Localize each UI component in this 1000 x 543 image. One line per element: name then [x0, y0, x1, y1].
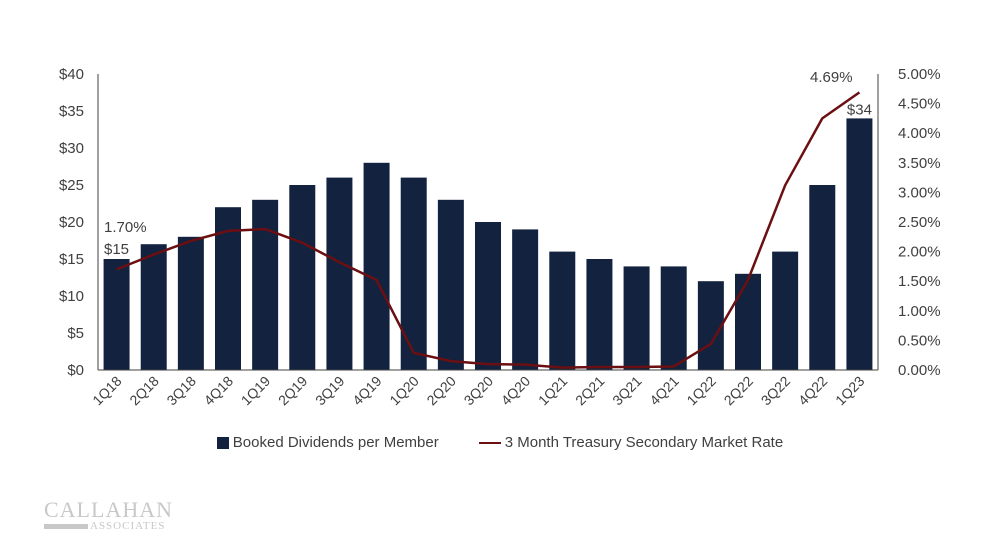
x-tick-label: 4Q18 — [201, 373, 237, 409]
bar-2Q20 — [437, 199, 464, 370]
legend: Booked Dividends per Member 3 Month Trea… — [0, 434, 1000, 451]
bar-2Q22 — [735, 273, 761, 370]
x-tick-label: 2Q19 — [275, 373, 311, 409]
right-tick-label: 2.00% — [898, 244, 941, 261]
legend-item-treasury: 3 Month Treasury Secondary Market Rate — [478, 434, 784, 451]
x-tick-label: 3Q21 — [609, 373, 645, 409]
legend-label: 3 Month Treasury Secondary Market Rate — [504, 434, 784, 451]
bar-1Q22 — [697, 281, 724, 370]
left-tick-label: $25 — [59, 177, 84, 194]
x-tick-label: 1Q20 — [386, 373, 422, 409]
left-tick-label: $5 — [67, 325, 84, 342]
last-bar-label: $34 — [847, 101, 872, 118]
x-tick-label: 1Q19 — [238, 373, 274, 409]
x-tick-label: 3Q18 — [163, 373, 199, 409]
bar-3Q18 — [177, 236, 204, 370]
bar-3Q21 — [623, 266, 650, 370]
bar-4Q20 — [512, 229, 539, 370]
x-tick-label: 4Q20 — [498, 373, 534, 409]
legend-swatch-line — [478, 441, 501, 444]
bar-3Q19 — [326, 177, 353, 370]
right-tick-label: 1.00% — [898, 303, 941, 320]
bar-4Q19 — [363, 162, 390, 370]
right-tick-label: 3.50% — [898, 155, 941, 172]
left-tick-label: $35 — [59, 103, 84, 120]
left-tick-label: $20 — [59, 214, 84, 231]
chart: $0 $5 $10 $15 $20 $25 $30 $35 $40 0.00% 0.50% 1.00%… — [59, 66, 941, 409]
x-tick-label: 1Q22 — [683, 373, 719, 409]
right-tick-label: 4.00% — [898, 125, 941, 142]
bar-1Q21 — [549, 251, 576, 370]
bar-3Q20 — [475, 222, 501, 370]
legend-item-dividends: Booked Dividends per Member — [216, 434, 439, 451]
left-tick-label: $0 — [67, 362, 84, 379]
last-rate-label: 4.69% — [810, 69, 853, 86]
bar-4Q22 — [809, 185, 836, 370]
bar-1Q23 — [846, 118, 873, 371]
x-tick-label: 3Q20 — [461, 373, 497, 409]
bar-4Q21 — [660, 266, 687, 370]
bar-1Q19 — [252, 199, 279, 370]
x-tick-label: 1Q21 — [535, 373, 571, 409]
right-tick-label: 5.00% — [898, 66, 941, 83]
x-tick-label: 3Q19 — [312, 373, 348, 409]
right-tick-label: 3.00% — [898, 184, 941, 201]
bar-2Q19 — [289, 185, 316, 370]
right-tick-label: 0.00% — [898, 362, 941, 379]
right-tick-label: 1.50% — [898, 273, 941, 290]
first-rate-label: 1.70% — [104, 219, 147, 236]
x-tick-label: 1Q18 — [89, 373, 125, 409]
x-tick-label: 4Q22 — [795, 373, 831, 409]
right-tick-label: 4.50% — [898, 96, 941, 113]
left-tick-label: $10 — [59, 288, 84, 305]
first-bar-label: $15 — [104, 241, 129, 258]
bar-1Q20 — [400, 177, 427, 370]
bar-2Q18 — [140, 244, 167, 370]
x-tick-label: 2Q21 — [572, 373, 608, 409]
left-tick-label: $40 — [59, 66, 84, 83]
left-tick-label: $30 — [59, 140, 84, 157]
x-tick-label: 4Q19 — [349, 373, 385, 409]
x-tick-label: 2Q18 — [126, 373, 162, 409]
x-tick-label: 2Q22 — [721, 373, 757, 409]
legend-label: Booked Dividends per Member — [232, 434, 439, 451]
left-tick-label: $15 — [59, 251, 84, 268]
bar-1Q18 — [103, 259, 130, 370]
legend-swatch-bar — [216, 436, 229, 449]
x-tick-label: 2Q20 — [423, 373, 459, 409]
x-tick-label: 3Q22 — [758, 373, 794, 409]
x-tick-label: 4Q21 — [646, 373, 682, 409]
right-tick-label: 0.50% — [898, 332, 941, 349]
x-tick-label: 1Q23 — [832, 373, 868, 409]
bar-2Q21 — [586, 259, 613, 370]
callahan-logo: CALLAHAN ASSOCIATES — [44, 497, 173, 532]
right-tick-label: 2.50% — [898, 214, 941, 231]
bar-3Q22 — [772, 251, 799, 370]
